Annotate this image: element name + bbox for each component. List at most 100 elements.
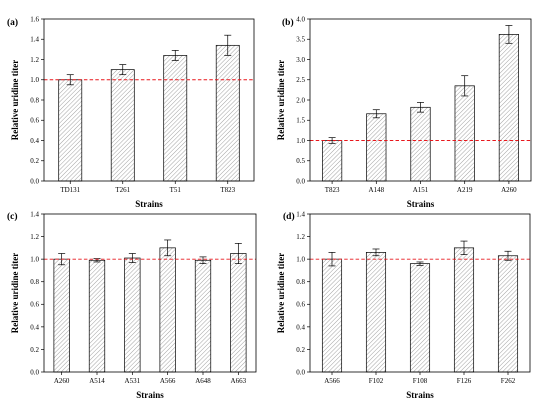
bar: [409, 263, 431, 373]
error-bar: [416, 261, 424, 266]
y-tick-label: 0.8: [30, 278, 39, 286]
bar: [454, 85, 475, 182]
error-bar: [504, 250, 512, 261]
bar: [366, 113, 387, 182]
bar: [88, 259, 106, 373]
x-tick-label: A648: [195, 377, 211, 385]
error-bar: [328, 252, 336, 267]
y-tick-label: 1.2: [30, 233, 39, 241]
x-tick-label: A260: [54, 377, 70, 385]
error-bar: [372, 248, 380, 257]
y-tick-label: 0.6: [296, 301, 305, 309]
panel-label: (d): [283, 211, 295, 222]
plot-frame: [43, 18, 255, 182]
y-tick-label: 1.0: [30, 256, 39, 264]
y-tick-label: 0.6: [30, 301, 39, 309]
bar: [58, 79, 83, 182]
y-tick-label: 1.4: [296, 210, 305, 218]
plot-frame: [43, 213, 257, 373]
y-tick-label: 0.2: [296, 346, 305, 354]
chart-panel: A566 F102 F108 F126 F262 0.0 0.2 0.4 0.6 0.8 1.0 1.…: [276, 210, 531, 400]
error-bar: [224, 34, 232, 56]
x-tick-label: F108: [413, 377, 428, 385]
y-tick-label: 0.5: [296, 157, 305, 165]
error-bar: [171, 50, 179, 61]
y-tick-label: 0.0: [30, 177, 39, 185]
x-tick-label: A514: [89, 377, 105, 385]
x-tick-label: F262: [501, 377, 516, 385]
x-tick-label: A566: [160, 377, 176, 385]
y-tick-label: 0.8: [296, 278, 305, 286]
x-axis-title: Strains: [136, 390, 164, 400]
y-axis-title: Relative uridine titer: [10, 60, 20, 140]
y-tick-label: 1.4: [30, 210, 39, 218]
error-bar: [119, 64, 127, 76]
error-bar: [372, 109, 380, 119]
y-tick-label: 1.4: [30, 36, 39, 44]
panel-label: (c): [7, 211, 18, 222]
error-bar: [461, 75, 469, 97]
y-axis-title: Relative uridine titer: [10, 253, 20, 333]
y-tick-label: 0.0: [296, 177, 305, 185]
bar: [159, 247, 176, 373]
y-tick-label: 1.6: [30, 15, 39, 23]
x-tick-label: A148: [369, 186, 385, 194]
y-tick-label: 0.2: [30, 346, 39, 354]
bar: [124, 257, 141, 373]
error-bar: [128, 253, 136, 263]
panel-label: (a): [7, 17, 18, 28]
y-tick-label: 1.5: [296, 117, 305, 125]
error-bar: [199, 256, 207, 265]
x-tick-label: A260: [501, 186, 517, 194]
y-axis-title: Relative uridine titer: [276, 60, 286, 140]
y-tick-label: 1.0: [296, 256, 305, 264]
y-tick-label: 1.2: [30, 56, 39, 64]
plot-frame: [309, 213, 531, 373]
bar: [322, 140, 343, 182]
x-tick-label: TD131: [60, 186, 80, 194]
x-axis-title: Strains: [135, 199, 163, 209]
y-tick-label: 1.0: [30, 76, 39, 84]
chart-panel: TD131 T261 T51 T823 0.0 0.2 0.4 0.6 0.8 1.0 1.2 1.4…: [7, 15, 255, 209]
x-tick-label: T823: [220, 186, 235, 194]
bar: [230, 253, 247, 373]
y-tick-label: 4.0: [296, 15, 305, 23]
bar: [53, 258, 70, 373]
y-tick-label: 0.4: [296, 323, 305, 331]
error-bar: [505, 25, 513, 44]
bar: [110, 69, 135, 182]
x-tick-label: F126: [457, 377, 472, 385]
y-tick-label: 3.5: [296, 36, 305, 44]
x-tick-label: F102: [369, 377, 384, 385]
x-axis-title: Strains: [407, 199, 435, 209]
y-tick-label: 0.0: [296, 368, 305, 376]
bar: [365, 252, 387, 373]
bar: [163, 55, 188, 182]
chart-panel: A260 A514 A531 A566 A648 A663 0.0 0.2 0.4 0.6 0.8 1…: [7, 210, 257, 400]
y-tick-label: 3.0: [296, 56, 305, 64]
error-bar: [460, 240, 468, 255]
x-tick-label: A531: [125, 377, 141, 385]
y-tick-label: 0.4: [30, 137, 39, 145]
error-bar: [417, 102, 424, 113]
error-bar: [328, 137, 336, 144]
y-tick-label: 0.0: [30, 368, 39, 376]
x-tick-label: T823: [325, 186, 340, 194]
bar: [215, 44, 240, 182]
y-tick-label: 0.2: [30, 157, 39, 165]
y-tick-label: 0.8: [30, 96, 39, 104]
panel-label: (b): [282, 17, 294, 28]
y-tick-label: 1.0: [296, 137, 305, 145]
y-tick-label: 0.4: [30, 323, 39, 331]
bar: [453, 247, 475, 373]
bar: [194, 259, 212, 373]
y-tick-label: 0.6: [30, 117, 39, 125]
plot-frame: [309, 18, 532, 182]
chart-panel: T823 A148 A151 A219 A260 0.0 0.5 1.0 1.5 2.0 2.5 3.…: [276, 15, 532, 209]
x-tick-label: A219: [457, 186, 473, 194]
bar: [497, 255, 519, 373]
x-tick-label: T51: [170, 186, 182, 194]
bar: [498, 34, 519, 182]
